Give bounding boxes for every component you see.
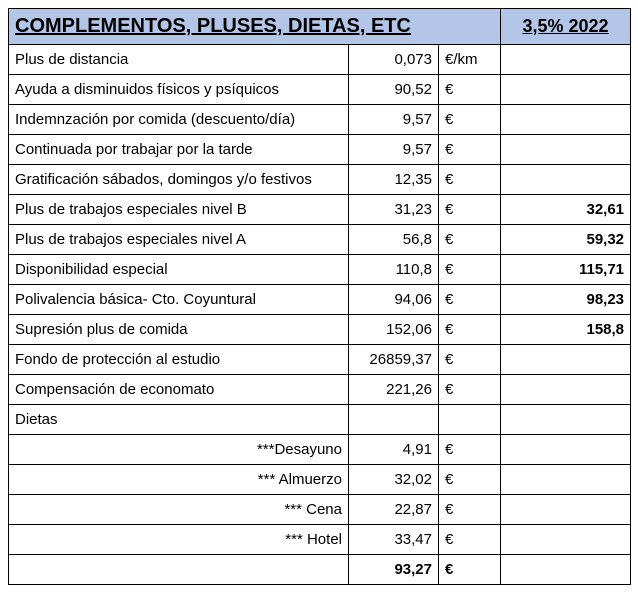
row-extra: 115,71	[501, 255, 631, 285]
row-label: Continuada por trabajar por la tarde	[9, 135, 349, 165]
row-extra	[501, 525, 631, 555]
row-label: Supresión plus de comida	[9, 315, 349, 345]
row-amount: 4,91	[349, 435, 439, 465]
row-label: Dietas	[9, 405, 349, 435]
row-label: Compensación de economato	[9, 375, 349, 405]
row-amount: 31,23	[349, 195, 439, 225]
row-amount: 152,06	[349, 315, 439, 345]
row-unit: €	[439, 75, 501, 105]
row-extra	[501, 75, 631, 105]
row-label: *** Almuerzo	[9, 465, 349, 495]
row-extra	[501, 405, 631, 435]
row-amount: 33,47	[349, 525, 439, 555]
row-extra	[501, 555, 631, 585]
table-row: Plus de distancia0,073€/km	[9, 45, 631, 75]
row-amount: 12,35	[349, 165, 439, 195]
row-extra	[501, 375, 631, 405]
row-extra: 158,8	[501, 315, 631, 345]
table-row: Plus de trabajos especiales nivel B31,23…	[9, 195, 631, 225]
table-row: *** Almuerzo32,02€	[9, 465, 631, 495]
row-extra	[501, 495, 631, 525]
row-unit: €/km	[439, 45, 501, 75]
row-amount: 9,57	[349, 105, 439, 135]
row-label: ***Desayuno	[9, 435, 349, 465]
row-amount: 22,87	[349, 495, 439, 525]
row-extra	[501, 435, 631, 465]
row-amount: 110,8	[349, 255, 439, 285]
table-row: ***Desayuno4,91€	[9, 435, 631, 465]
row-unit: €	[439, 255, 501, 285]
allowances-table: COMPLEMENTOS, PLUSES, DIETAS, ETC 3,5% 2…	[8, 8, 631, 585]
header-right: 3,5% 2022	[501, 9, 631, 45]
table-row: Indemnzación por comida (descuento/día)9…	[9, 105, 631, 135]
row-amount: 94,06	[349, 285, 439, 315]
row-amount: 93,27	[349, 555, 439, 585]
row-extra: 32,61	[501, 195, 631, 225]
row-amount: 0,073	[349, 45, 439, 75]
row-extra	[501, 105, 631, 135]
row-amount: 26859,37	[349, 345, 439, 375]
row-unit: €	[439, 285, 501, 315]
row-label: Plus de distancia	[9, 45, 349, 75]
table-row: Supresión plus de comida152,06€158,8	[9, 315, 631, 345]
table-row: Continuada por trabajar por la tarde9,57…	[9, 135, 631, 165]
table-row: Polivalencia básica- Cto. Coyuntural94,0…	[9, 285, 631, 315]
row-unit: €	[439, 435, 501, 465]
row-unit: €	[439, 555, 501, 585]
row-unit: €	[439, 105, 501, 135]
row-label: *** Hotel	[9, 525, 349, 555]
row-amount: 56,8	[349, 225, 439, 255]
table-header-row: COMPLEMENTOS, PLUSES, DIETAS, ETC 3,5% 2…	[9, 9, 631, 45]
row-extra	[501, 465, 631, 495]
table-row: Gratificación sábados, domingos y/o fest…	[9, 165, 631, 195]
row-unit	[439, 405, 501, 435]
table-row: Dietas	[9, 405, 631, 435]
row-extra	[501, 135, 631, 165]
row-label: Plus de trabajos especiales nivel A	[9, 225, 349, 255]
row-label: Polivalencia básica- Cto. Coyuntural	[9, 285, 349, 315]
row-unit: €	[439, 375, 501, 405]
table-row: Disponibilidad especial110,8€115,71	[9, 255, 631, 285]
row-unit: €	[439, 525, 501, 555]
table-row: 93,27€	[9, 555, 631, 585]
row-unit: €	[439, 225, 501, 255]
row-unit: €	[439, 195, 501, 225]
table-row: Compensación de economato221,26€	[9, 375, 631, 405]
row-label: Disponibilidad especial	[9, 255, 349, 285]
row-label	[9, 555, 349, 585]
row-unit: €	[439, 135, 501, 165]
table-body: Plus de distancia0,073€/kmAyuda a dismin…	[9, 45, 631, 585]
row-extra: 98,23	[501, 285, 631, 315]
row-unit: €	[439, 315, 501, 345]
row-extra	[501, 165, 631, 195]
table-row: *** Hotel33,47€	[9, 525, 631, 555]
row-unit: €	[439, 165, 501, 195]
row-unit: €	[439, 345, 501, 375]
row-label: Fondo de protección al estudio	[9, 345, 349, 375]
row-unit: €	[439, 465, 501, 495]
row-label: Indemnzación por comida (descuento/día)	[9, 105, 349, 135]
header-title: COMPLEMENTOS, PLUSES, DIETAS, ETC	[9, 9, 501, 45]
row-amount: 9,57	[349, 135, 439, 165]
row-amount: 90,52	[349, 75, 439, 105]
row-label: Ayuda a disminuidos físicos y psíquicos	[9, 75, 349, 105]
table-row: Plus de trabajos especiales nivel A56,8€…	[9, 225, 631, 255]
table-row: Fondo de protección al estudio26859,37€	[9, 345, 631, 375]
table-row: Ayuda a disminuidos físicos y psíquicos9…	[9, 75, 631, 105]
row-extra	[501, 345, 631, 375]
row-amount: 221,26	[349, 375, 439, 405]
row-unit: €	[439, 495, 501, 525]
row-label: Gratificación sábados, domingos y/o fest…	[9, 165, 349, 195]
row-extra: 59,32	[501, 225, 631, 255]
table-row: *** Cena22,87€	[9, 495, 631, 525]
row-label: Plus de trabajos especiales nivel B	[9, 195, 349, 225]
row-extra	[501, 45, 631, 75]
row-amount: 32,02	[349, 465, 439, 495]
row-amount	[349, 405, 439, 435]
row-label: *** Cena	[9, 495, 349, 525]
